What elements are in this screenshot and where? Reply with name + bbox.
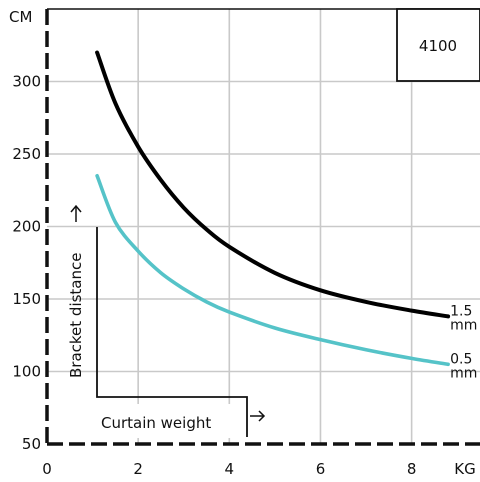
x-tick-label: 0 (42, 460, 52, 478)
series-line-1 (95, 174, 450, 367)
model-box-frame (396, 8, 480, 82)
x-label-arrow-head (258, 410, 266, 422)
series-label-unit-0: mm (450, 317, 477, 333)
y-tick-label: 50 (22, 435, 41, 453)
y-tick-label: 100 (12, 363, 41, 381)
x-tick-label: 6 (316, 460, 326, 478)
y-unit-label: CM (9, 8, 32, 26)
y-axis-label: Bracket distance (67, 253, 85, 379)
x-ticks: 0 2 4 6 8 (42, 460, 416, 478)
axis-lines (45, 9, 480, 446)
model-label: 4100 (419, 37, 457, 55)
series-label-unit-1: mm (450, 365, 477, 381)
x-tick-label: 2 (133, 460, 143, 478)
y-axis-bracket: Bracket distance (67, 204, 85, 379)
axis-units: CM KG (9, 8, 476, 478)
series-line-0 (95, 50, 451, 319)
model-box: 4100 (396, 8, 480, 82)
x-axis-bracket: Curtain weight (96, 227, 266, 438)
series-layer (95, 50, 451, 367)
y-tick-label: 300 (12, 73, 41, 91)
y-tick-label: 150 (12, 290, 41, 308)
x-tick-label: 8 (407, 460, 417, 478)
x-tick-label: 4 (225, 460, 235, 478)
y-tick-label: 200 (12, 218, 41, 236)
y-label-arrow-head (70, 204, 82, 213)
x-label-bracket (96, 227, 248, 437)
x-axis-label: Curtain weight (101, 414, 211, 432)
x-unit-label: KG (454, 460, 475, 478)
y-tick-label: 250 (12, 145, 41, 163)
series-label-0: 1.5 (450, 303, 472, 319)
y-ticks: 50 100 150 200 250 300 (12, 73, 41, 454)
x-label-background (97, 404, 245, 438)
series-label-1: 0.5 (450, 351, 472, 367)
